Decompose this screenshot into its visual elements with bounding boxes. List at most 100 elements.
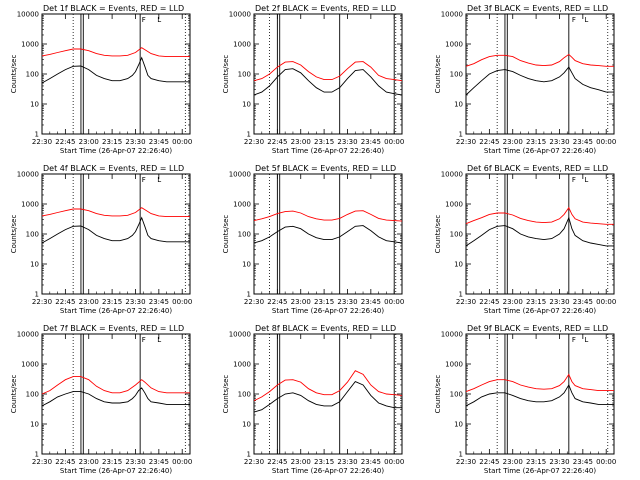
y-tick-label: 1 xyxy=(459,291,463,299)
events-series-line xyxy=(253,225,403,244)
x-axis-label: Start Time (26-Apr-07 22:26:40) xyxy=(484,147,596,155)
x-axis-label: Start Time (26-Apr-07 22:26:40) xyxy=(272,467,384,475)
f-flag-label: F xyxy=(572,336,576,344)
x-tick-label: 23:30 xyxy=(125,458,145,466)
events-series-line xyxy=(41,56,190,84)
y-tick-label: 1000 xyxy=(21,41,39,49)
f-flag-label: F xyxy=(572,16,576,24)
lld-series-line xyxy=(465,206,614,225)
y-tick-label: 10000 xyxy=(17,11,39,19)
y-axis-label: Counts/sec xyxy=(434,375,442,414)
lld-series-line xyxy=(41,376,190,395)
y-tick-label: 1000 xyxy=(445,201,463,209)
x-tick-label: 22:45 xyxy=(479,138,499,146)
x-tick-label: 23:15 xyxy=(314,458,334,466)
events-series-line xyxy=(41,387,190,407)
y-tick-label: 1000 xyxy=(21,361,39,369)
panel-5: Det 5f BLACK = Events, RED = LLD 1 10 100 10… xyxy=(222,164,404,315)
lld-series-line xyxy=(253,370,403,402)
panel-2: Det 2f BLACK = Events, RED = LLD 1 10 100 10… xyxy=(222,4,404,155)
panel-4: Det 4f BLACK = Events, RED = LLD 1 10 100 10… xyxy=(10,164,192,315)
y-tick-label: 1000 xyxy=(21,201,39,209)
x-tick-label: 23:45 xyxy=(149,458,169,466)
x-axis-label: Start Time (26-Apr-07 22:26:40) xyxy=(60,467,172,475)
x-tick-label: 23:15 xyxy=(314,298,334,306)
y-tick-label: 100 xyxy=(238,71,251,79)
x-tick-label: 22:30 xyxy=(32,458,52,466)
y-tick-label: 10 xyxy=(454,101,463,109)
x-tick-label: 22:30 xyxy=(244,298,264,306)
y-tick-label: 10000 xyxy=(229,331,251,339)
panel-title: Det 7f BLACK = Events, RED = LLD xyxy=(43,324,184,333)
y-tick-label: 100 xyxy=(450,391,463,399)
y-tick-label: 10 xyxy=(454,261,463,269)
x-tick-label: 22:30 xyxy=(456,138,476,146)
x-axis-label: Start Time (26-Apr-07 22:26:40) xyxy=(60,147,172,155)
x-tick-label: 00:00 xyxy=(384,458,404,466)
x-tick-label: 23:45 xyxy=(149,138,169,146)
x-tick-label: 23:00 xyxy=(503,458,523,466)
x-tick-label: 00:00 xyxy=(172,138,192,146)
x-axis-label: Start Time (26-Apr-07 22:26:40) xyxy=(60,307,172,315)
x-tick-label: 00:00 xyxy=(596,458,616,466)
x-tick-label: 23:45 xyxy=(573,138,593,146)
x-tick-label: 00:00 xyxy=(384,138,404,146)
y-tick-label: 10000 xyxy=(229,171,251,179)
x-tick-label: 23:00 xyxy=(503,138,523,146)
x-axis-label: Start Time (26-Apr-07 22:26:40) xyxy=(272,307,384,315)
plot-frame xyxy=(41,13,191,135)
y-tick-label: 100 xyxy=(238,391,251,399)
l-flag-label: L xyxy=(157,176,161,184)
x-tick-label: 23:30 xyxy=(337,138,357,146)
y-axis-label: Counts/sec xyxy=(434,55,442,94)
x-tick-label: 22:45 xyxy=(479,298,499,306)
y-tick-label: 1000 xyxy=(233,361,251,369)
y-tick-label: 10000 xyxy=(441,171,463,179)
x-tick-label: 23:45 xyxy=(361,138,381,146)
y-axis-label: Counts/sec xyxy=(10,55,18,94)
f-flag-label: F xyxy=(142,176,146,184)
y-tick-label: 1 xyxy=(35,291,39,299)
events-series-line xyxy=(253,68,403,96)
x-axis-label: Start Time (26-Apr-07 22:26:40) xyxy=(484,467,596,475)
x-tick-label: 22:45 xyxy=(55,138,75,146)
x-tick-label: 23:00 xyxy=(291,138,311,146)
events-series-line xyxy=(465,216,614,247)
x-tick-label: 23:30 xyxy=(337,458,357,466)
x-tick-label: 23:45 xyxy=(573,458,593,466)
x-tick-label: 23:30 xyxy=(125,138,145,146)
f-flag-label: F xyxy=(142,16,146,24)
y-tick-label: 1000 xyxy=(445,41,463,49)
l-flag-label: L xyxy=(584,16,588,24)
plot-frame xyxy=(465,13,615,135)
panel-title: Det 4f BLACK = Events, RED = LLD xyxy=(43,164,184,173)
y-tick-label: 100 xyxy=(238,231,251,239)
plot-frame xyxy=(465,173,615,295)
x-tick-label: 22:30 xyxy=(244,138,264,146)
f-flag-label: F xyxy=(142,336,146,344)
events-series-line xyxy=(41,216,190,244)
x-tick-label: 23:30 xyxy=(337,298,357,306)
x-tick-label: 23:00 xyxy=(79,138,99,146)
y-tick-label: 1 xyxy=(35,131,39,139)
x-tick-label: 23:30 xyxy=(125,298,145,306)
l-flag-label: L xyxy=(584,336,588,344)
y-tick-label: 10 xyxy=(242,261,251,269)
x-tick-label: 23:45 xyxy=(149,298,169,306)
y-tick-label: 100 xyxy=(26,71,39,79)
y-tick-label: 10 xyxy=(30,261,39,269)
x-tick-label: 22:45 xyxy=(55,458,75,466)
x-tick-label: 22:30 xyxy=(244,458,264,466)
y-tick-label: 100 xyxy=(450,71,463,79)
y-tick-label: 1 xyxy=(247,291,251,299)
x-tick-label: 23:00 xyxy=(291,298,311,306)
y-tick-label: 100 xyxy=(450,231,463,239)
y-tick-label: 10000 xyxy=(441,331,463,339)
events-series-line xyxy=(465,383,614,407)
x-tick-label: 23:00 xyxy=(79,458,99,466)
x-tick-label: 22:45 xyxy=(267,138,287,146)
y-tick-label: 10000 xyxy=(17,331,39,339)
y-tick-label: 10 xyxy=(30,101,39,109)
panel-title: Det 8f BLACK = Events, RED = LLD xyxy=(255,324,396,333)
